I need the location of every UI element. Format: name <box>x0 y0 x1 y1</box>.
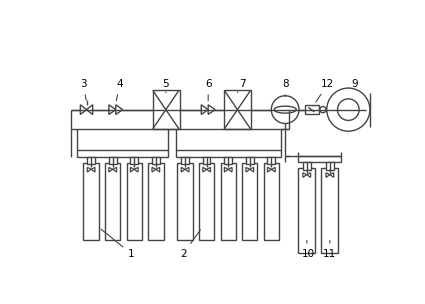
Bar <box>105 163 120 240</box>
Polygon shape <box>134 168 138 172</box>
Text: 2: 2 <box>180 230 201 259</box>
Bar <box>321 168 338 253</box>
Bar <box>127 163 142 240</box>
Polygon shape <box>152 168 156 172</box>
Bar <box>264 163 279 240</box>
Bar <box>326 162 334 170</box>
Polygon shape <box>250 168 254 172</box>
Text: 5: 5 <box>162 79 169 93</box>
Polygon shape <box>224 168 228 172</box>
Bar <box>298 168 315 253</box>
Circle shape <box>327 88 370 131</box>
Polygon shape <box>185 168 189 172</box>
Text: 8: 8 <box>282 79 289 97</box>
Bar <box>77 150 168 157</box>
Bar <box>109 157 116 164</box>
Polygon shape <box>156 168 160 172</box>
Polygon shape <box>303 173 307 178</box>
Polygon shape <box>326 173 330 178</box>
Text: 3: 3 <box>80 79 87 100</box>
Bar <box>153 90 180 129</box>
Bar <box>130 157 138 164</box>
Polygon shape <box>267 168 271 172</box>
Polygon shape <box>228 168 232 172</box>
Polygon shape <box>80 105 87 115</box>
Bar <box>224 90 251 129</box>
Bar <box>242 163 258 240</box>
Polygon shape <box>246 168 250 172</box>
Bar <box>181 157 189 164</box>
Text: 12: 12 <box>316 79 334 102</box>
Polygon shape <box>201 105 208 115</box>
Text: 1: 1 <box>101 229 134 259</box>
Bar <box>87 157 95 164</box>
Bar <box>176 150 281 157</box>
Bar <box>83 163 99 240</box>
Bar <box>246 157 254 164</box>
Bar <box>298 156 340 162</box>
Bar <box>267 157 275 164</box>
Polygon shape <box>87 105 93 115</box>
Bar <box>152 157 160 164</box>
Polygon shape <box>87 168 91 172</box>
Bar <box>203 157 210 164</box>
Bar <box>221 163 236 240</box>
Polygon shape <box>116 105 123 115</box>
Bar <box>303 162 311 170</box>
Polygon shape <box>109 105 116 115</box>
Polygon shape <box>130 168 134 172</box>
Polygon shape <box>207 168 210 172</box>
Polygon shape <box>203 168 207 172</box>
Bar <box>177 163 193 240</box>
Polygon shape <box>271 168 275 172</box>
Circle shape <box>271 96 299 123</box>
Text: 10: 10 <box>302 240 315 259</box>
Text: 4: 4 <box>116 79 123 101</box>
Bar <box>224 157 232 164</box>
Polygon shape <box>307 173 311 178</box>
Circle shape <box>320 106 326 113</box>
Circle shape <box>337 99 359 120</box>
Polygon shape <box>109 168 113 172</box>
Polygon shape <box>181 168 185 172</box>
Polygon shape <box>330 173 334 178</box>
Bar <box>199 163 214 240</box>
Bar <box>148 163 164 240</box>
Text: 7: 7 <box>238 79 246 93</box>
Bar <box>305 105 319 114</box>
Text: 11: 11 <box>323 240 337 259</box>
Text: 9: 9 <box>348 79 358 89</box>
Polygon shape <box>208 105 215 115</box>
Polygon shape <box>113 168 116 172</box>
Text: 6: 6 <box>205 79 212 101</box>
Polygon shape <box>91 168 95 172</box>
